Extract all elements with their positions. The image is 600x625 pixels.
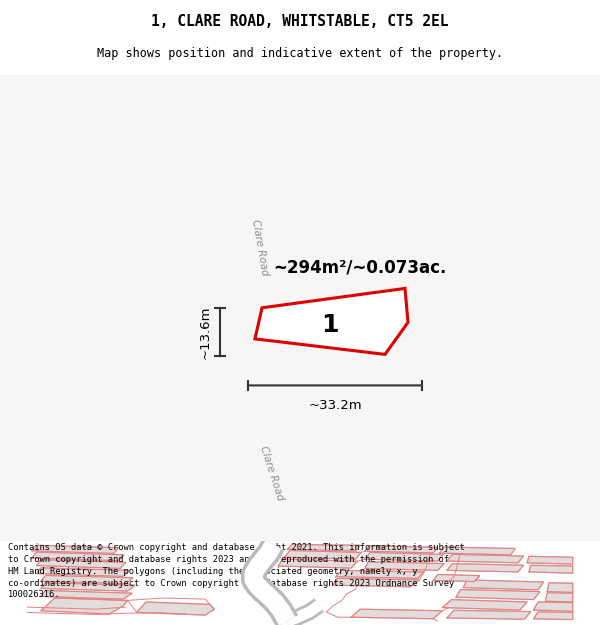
Polygon shape [442,599,527,610]
Polygon shape [41,576,133,584]
Polygon shape [527,556,573,564]
Polygon shape [547,582,573,592]
Polygon shape [463,580,544,590]
Polygon shape [447,564,523,572]
Text: 1, CLARE ROAD, WHITSTABLE, CT5 2EL: 1, CLARE ROAD, WHITSTABLE, CT5 2EL [151,14,449,29]
Polygon shape [365,546,438,553]
Polygon shape [433,574,479,581]
Polygon shape [447,610,531,619]
Polygon shape [284,551,361,559]
Text: ~33.2m: ~33.2m [308,399,362,412]
Polygon shape [456,589,540,599]
Polygon shape [333,578,419,587]
Polygon shape [440,547,515,555]
Polygon shape [255,288,408,354]
Text: Map shows position and indicative extent of the property.: Map shows position and indicative extent… [97,48,503,61]
Polygon shape [32,552,124,561]
Polygon shape [37,559,126,568]
Polygon shape [529,565,573,573]
Polygon shape [447,554,523,563]
Polygon shape [533,612,573,619]
Polygon shape [533,602,573,611]
Polygon shape [137,602,214,615]
Polygon shape [41,591,132,599]
Text: Contains OS data © Crown copyright and database right 2021. This information is : Contains OS data © Crown copyright and d… [8,543,464,599]
Polygon shape [365,552,443,561]
Polygon shape [365,562,444,571]
Polygon shape [335,571,424,578]
Polygon shape [545,592,573,602]
Polygon shape [41,582,135,591]
Text: Clare Road: Clare Road [259,444,286,501]
Polygon shape [351,609,442,619]
Polygon shape [32,545,118,553]
Text: ~13.6m: ~13.6m [199,306,212,359]
Polygon shape [278,559,358,568]
Text: ~294m²/~0.073ac.: ~294m²/~0.073ac. [274,258,446,276]
Text: Clare Road: Clare Road [250,219,270,277]
Polygon shape [37,568,130,576]
Polygon shape [287,544,360,551]
Polygon shape [41,598,128,614]
Text: 1: 1 [321,313,339,338]
